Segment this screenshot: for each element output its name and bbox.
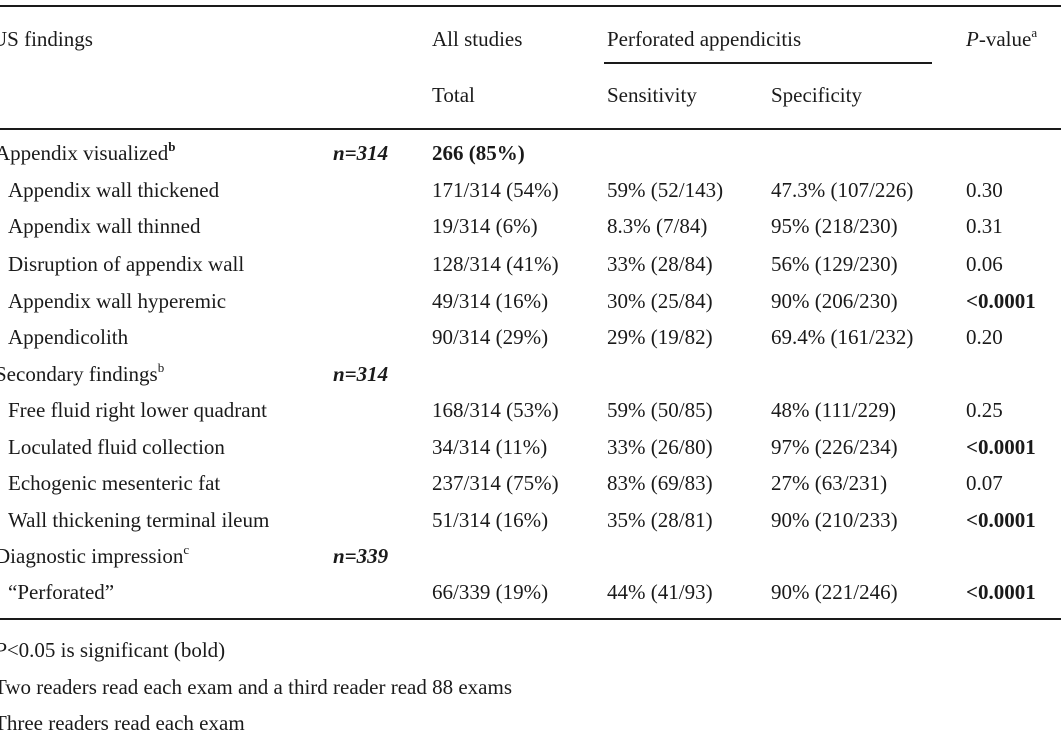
cell-specificity: 97% (226/234)	[771, 435, 898, 459]
row-label: Free fluid right lower quadrant	[8, 400, 267, 421]
cell-total: 237/314 (75%)	[432, 471, 559, 495]
row-label: Appendix wall hyperemic	[8, 291, 226, 312]
row-label: Appendix wall thickened	[8, 180, 219, 201]
column-header-pvalue: P-valuea	[966, 26, 1037, 51]
column-header-all-studies: All studies	[432, 27, 523, 51]
sample-size: n=314	[333, 141, 389, 165]
cell-pvalue: <0.0001	[966, 508, 1036, 532]
cell-total: 128/314 (41%)	[432, 252, 559, 276]
row-label-text: Appendix wall hyperemic	[8, 289, 227, 313]
cell-total: 90/314 (29%)	[432, 325, 549, 349]
row-label: Appendicolith	[8, 327, 128, 348]
sample-size: n=339	[333, 544, 389, 568]
pvalue-footnote-mark: a	[1031, 25, 1038, 40]
section-label: Appendix visualizedb	[0, 140, 175, 165]
cell-pvalue: 0.06	[966, 252, 1003, 276]
cell-pvalue: 0.31	[966, 214, 1003, 238]
cell-sensitivity: 44% (41/93)	[607, 580, 713, 604]
cell-sensitivity: 8.3% (7/84)	[607, 214, 708, 238]
row-label: Loculated fluid collection	[8, 437, 225, 458]
cell-sensitivity: 30% (25/84)	[607, 289, 713, 313]
cell-pvalue: 0.25	[966, 398, 1003, 422]
cell-specificity: 90% (221/246)	[771, 580, 898, 604]
row-label-text: Appendix visualized	[0, 141, 169, 165]
row-label-text: Free fluid right lower quadrant	[8, 398, 267, 422]
cell-total: 266 (85%)	[432, 141, 525, 165]
column-header-findings: US findings	[0, 27, 93, 51]
row-label-text: Appendicolith	[8, 325, 129, 349]
section-label: Diagnostic impressionc	[0, 543, 189, 568]
cell-pvalue: 0.07	[966, 471, 1003, 495]
row-label-text: Diagnostic impression	[0, 544, 184, 568]
footnote-two-readers: Two readers read each exam and a third r…	[0, 675, 513, 699]
footnote-mark: c	[183, 542, 190, 557]
row-label: Disruption of appendix wall	[8, 254, 244, 275]
cell-pvalue: <0.0001	[966, 435, 1036, 459]
cell-specificity: 69.4% (161/232)	[771, 325, 914, 349]
subheader-sensitivity: Sensitivity	[607, 83, 697, 107]
footnote-significance-text: <0.05 is significant (bold)	[6, 638, 226, 662]
sample-size: n=314	[333, 362, 389, 386]
footnote-significance: P<0.05 is significant (bold)	[0, 640, 225, 661]
cell-specificity: 90% (206/230)	[771, 289, 898, 313]
row-label-text: Loculated fluid collection	[8, 435, 225, 459]
row-label-text: Appendix wall thinned	[8, 214, 201, 238]
cell-sensitivity: 59% (52/143)	[607, 178, 724, 202]
column-header-perforated: Perforated appendicitis	[607, 27, 802, 51]
header-bottom-rule	[0, 128, 1061, 130]
cell-total: 51/314 (16%)	[432, 508, 549, 532]
cell-total: 171/314 (54%)	[432, 178, 559, 202]
section-label: Secondary findingsb	[0, 361, 164, 386]
cell-total: 34/314 (11%)	[432, 435, 548, 459]
pvalue-rest: -value	[978, 27, 1032, 51]
perforated-span-rule	[604, 62, 932, 64]
cell-specificity: 95% (218/230)	[771, 214, 898, 238]
row-label-text: Disruption of appendix wall	[8, 252, 245, 276]
cell-sensitivity: 33% (26/80)	[607, 435, 713, 459]
cell-sensitivity: 33% (28/84)	[607, 252, 713, 276]
row-label: Appendix wall thinned	[8, 216, 200, 237]
subheader-total: Total	[432, 83, 475, 107]
cell-specificity: 47.3% (107/226)	[771, 178, 914, 202]
pvalue-p: P	[966, 27, 979, 51]
cell-specificity: 27% (63/231)	[771, 471, 888, 495]
subheader-specificity: Specificity	[771, 83, 862, 107]
footnote-mark: b	[168, 139, 176, 154]
row-label: “Perforated”	[8, 582, 114, 603]
row-label-text: Secondary findings	[0, 362, 158, 386]
row-label-text: “Perforated”	[8, 580, 115, 604]
cell-total: 49/314 (16%)	[432, 289, 549, 313]
cell-pvalue: 0.30	[966, 178, 1003, 202]
row-label-text: Appendix wall thickened	[8, 178, 220, 202]
row-label: Echogenic mesenteric fat	[8, 473, 220, 494]
footnote-p: P	[0, 638, 7, 662]
footnote-three-readers: Three readers read each exam	[0, 711, 245, 735]
cell-sensitivity: 83% (69/83)	[607, 471, 713, 495]
cell-pvalue: <0.0001	[966, 580, 1036, 604]
cell-sensitivity: 29% (19/82)	[607, 325, 713, 349]
table-bottom-rule	[0, 618, 1061, 620]
cell-specificity: 56% (129/230)	[771, 252, 898, 276]
cell-specificity: 90% (210/233)	[771, 508, 898, 532]
row-label-text: Wall thickening terminal ileum	[8, 508, 270, 532]
row-label: Wall thickening terminal ileum	[8, 510, 269, 531]
cell-pvalue: <0.0001	[966, 289, 1036, 313]
cell-sensitivity: 35% (28/81)	[607, 508, 713, 532]
cell-total: 19/314 (6%)	[432, 214, 538, 238]
row-label-text: Echogenic mesenteric fat	[8, 471, 221, 495]
cell-total: 66/339 (19%)	[432, 580, 549, 604]
table-top-rule	[0, 5, 1061, 7]
footnote-mark: b	[157, 360, 165, 375]
cell-sensitivity: 59% (50/85)	[607, 398, 713, 422]
cell-specificity: 48% (111/229)	[771, 398, 897, 422]
cell-pvalue: 0.20	[966, 325, 1003, 349]
cell-total: 168/314 (53%)	[432, 398, 559, 422]
